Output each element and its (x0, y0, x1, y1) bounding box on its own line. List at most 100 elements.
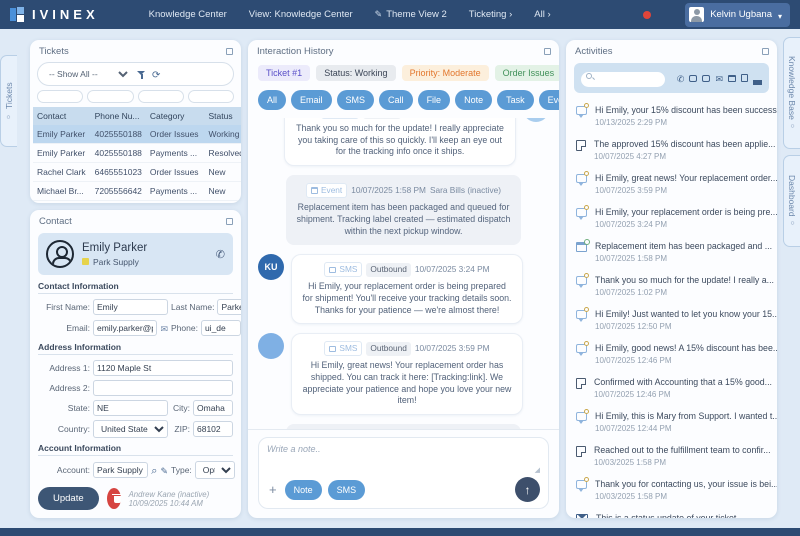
activity-item[interactable]: Thank you for contacting us, your issue … (576, 473, 777, 507)
activity-item[interactable]: Hi Emily, your 15% discount has been suc… (576, 99, 777, 133)
state-field[interactable] (93, 400, 168, 416)
table-row[interactable]: Isabella Da... 2065554421 Shipping & ...… (33, 200, 241, 203)
activity-item[interactable]: Replacement item has been packaged and .… (576, 235, 772, 269)
col-status[interactable]: Status (204, 107, 241, 125)
message-note[interactable]: Note 10/07/2025 4:27 PM The approved 15%… (258, 424, 549, 429)
expand-icon[interactable] (762, 48, 769, 55)
filter-task-button[interactable]: Task (497, 90, 534, 110)
expand-icon[interactable] (544, 48, 551, 55)
ivinex-logo-icon (10, 7, 25, 22)
country-select[interactable]: United States (93, 420, 168, 438)
tickets-view-select[interactable]: -- Show All -- (45, 68, 131, 80)
update-button[interactable]: Update (38, 487, 99, 510)
type-select[interactable]: Opt (194, 461, 235, 479)
message-text: Hi Emily, great news! Your replacement o… (302, 360, 512, 406)
user-menu[interactable]: Kelvin Ugbana (685, 2, 790, 27)
activity-text: Confirmed with Accounting that a 15% goo… (594, 377, 772, 387)
activities-list[interactable]: Hi Emily, your 15% discount has been suc… (566, 97, 777, 518)
edit-icon[interactable] (160, 461, 168, 479)
table-row[interactable]: Michael Br... 7205556642 Payments ... Ne… (33, 181, 241, 201)
last-name-field[interactable] (217, 299, 241, 315)
address2-field[interactable] (93, 380, 233, 396)
filter-sms-button[interactable]: SMS (336, 90, 375, 110)
delete-button[interactable] (106, 488, 123, 509)
ticket-number-badge[interactable]: Ticket #1 (258, 65, 311, 81)
nav-knowledge-center[interactable]: Knowledge Center (149, 9, 227, 20)
notification-dot[interactable] (643, 10, 652, 19)
email-field[interactable] (93, 320, 158, 336)
city-field[interactable] (193, 400, 233, 416)
note-input[interactable] (267, 444, 540, 468)
account-field[interactable] (93, 462, 149, 478)
composer-note-button[interactable]: Note (284, 479, 322, 500)
activity-item[interactable]: Thank you so much for the update! I real… (576, 269, 774, 303)
email-filter-icon[interactable] (715, 69, 723, 87)
event-filter-icon[interactable] (728, 74, 736, 82)
activity-item[interactable]: Reached out to the fulfillment team to c… (576, 439, 771, 473)
sms-filter-icon[interactable] (702, 74, 711, 82)
filter-call-button[interactable]: Call (379, 90, 413, 110)
sidebar-tab-tickets[interactable]: Tickets (0, 55, 17, 147)
message-event[interactable]: Event 10/07/2025 1:58 PM Sara Bills (ina… (258, 175, 549, 246)
nav-view-knowledge-center[interactable]: View: Knowledge Center (249, 9, 353, 20)
add-attachment-button[interactable]: + (269, 482, 277, 497)
col-category[interactable]: Category (145, 107, 205, 125)
cell-contact: Isabella Da... (33, 200, 91, 203)
resize-handle[interactable]: ◢ (534, 467, 540, 474)
expand-icon[interactable] (226, 48, 233, 55)
filter-phone-input[interactable] (87, 90, 134, 103)
table-row[interactable]: Rachel Clark 6465551023 Order Issues New (33, 162, 241, 182)
activity-item[interactable]: Hi Emily! Just wanted to let you know yo… (576, 303, 777, 337)
brand[interactable]: IVINEX (10, 7, 99, 22)
chat-filter-icon[interactable] (689, 74, 698, 82)
phone-icon[interactable] (216, 245, 225, 263)
send-button[interactable]: ↑ (515, 477, 540, 502)
activity-item[interactable]: Hi Emily, good news! A 15% discount has … (576, 337, 777, 371)
table-row[interactable]: Emily Parker 4025550188 Order Issues Wor… (33, 125, 241, 144)
filter-category-input[interactable] (137, 90, 184, 103)
activities-search-input[interactable] (581, 72, 665, 87)
activity-item[interactable]: This is a status update of your ticket. (576, 507, 767, 518)
filter-note-button[interactable]: Note (455, 90, 493, 110)
composer-sms-button[interactable]: SMS (327, 479, 366, 500)
filter-event-button[interactable]: Event (538, 90, 559, 110)
message-inbound-sms[interactable]: SMS Inbound 10/07/2025 1:02 PM Thank you… (258, 118, 549, 167)
activity-time: 10/07/2025 1:02 PM (595, 288, 668, 297)
sidebar-tab-knowledge-base[interactable]: Knowledge Base (783, 37, 800, 149)
nav-ticketing[interactable]: Ticketing › (469, 9, 512, 20)
filter-icon[interactable] (137, 70, 146, 79)
message-outbound-sms[interactable]: SMS Outbound 10/07/2025 3:59 PM Hi Emily… (258, 333, 549, 416)
nav-all[interactable]: All › (534, 9, 550, 20)
table-row[interactable]: Emily Parker 4025550188 Payments ... Res… (33, 143, 241, 163)
filter-file-button[interactable]: File (417, 90, 451, 110)
activity-text: Hi Emily, your replacement order is bein… (595, 207, 777, 217)
address1-field[interactable] (93, 360, 233, 376)
first-name-field[interactable] (93, 299, 168, 315)
activity-item[interactable]: Hi Emily, this is Mary from Support. I w… (576, 405, 777, 439)
filter-email-button[interactable]: Email (291, 90, 332, 110)
phone-filter-icon[interactable] (677, 69, 685, 87)
filter-status-input[interactable] (187, 90, 234, 103)
chat-clock-icon (576, 477, 589, 492)
zip-field[interactable] (193, 421, 233, 437)
search-icon[interactable] (151, 461, 157, 479)
col-contact[interactable]: Contact (33, 107, 91, 125)
message-list[interactable]: SMS Inbound 10/07/2025 1:02 PM Thank you… (248, 118, 559, 429)
sidebar-tab-dashboard[interactable]: Dashboard (783, 155, 800, 247)
expand-icon[interactable] (226, 218, 233, 225)
filter-contact-input[interactable] (37, 90, 84, 103)
filter-all-button[interactable]: All (258, 90, 287, 110)
nav-theme-view[interactable]: Theme View 2 (375, 9, 447, 20)
message-text: Thank you so much for the update! I real… (296, 123, 504, 157)
list-filter-icon[interactable] (753, 73, 762, 80)
refresh-icon[interactable] (152, 65, 160, 83)
col-phone[interactable]: Phone Nu... (90, 107, 146, 125)
message-outbound-sms[interactable]: KU SMS Outbound 10/07/2025 3:24 PM Hi Em… (258, 254, 549, 325)
activity-item[interactable]: Hi Emily, great news! Your replacement o… (576, 167, 777, 201)
activity-item[interactable]: The approved 15% discount has been appli… (576, 133, 775, 167)
envelope-icon[interactable] (160, 319, 168, 337)
activity-item[interactable]: Confirmed with Accounting that a 15% goo… (576, 371, 772, 405)
phone-field[interactable] (200, 320, 241, 336)
activity-item[interactable]: Hi Emily, your replacement order is bein… (576, 201, 777, 235)
note-filter-icon[interactable] (741, 74, 748, 82)
